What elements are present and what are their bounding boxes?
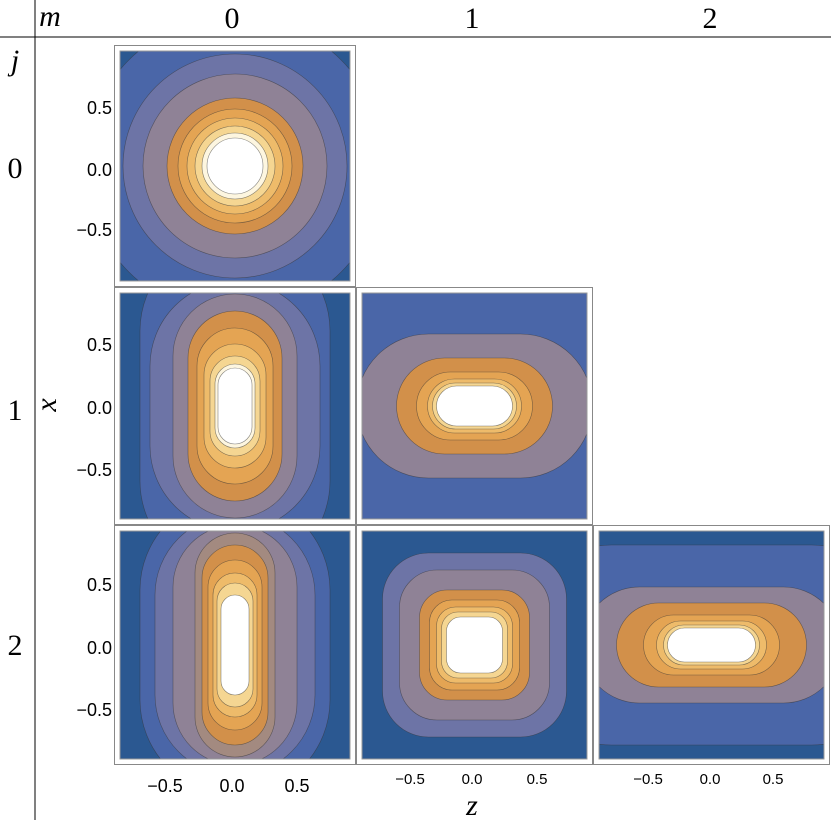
plot-border (598, 530, 825, 760)
vertical-tick-label: −0.5 (76, 460, 112, 480)
vertical-tick-label: 0.0 (87, 638, 112, 658)
vertical-tick-label: 0.5 (87, 98, 112, 118)
row-label: 0 (8, 152, 23, 185)
horizontal-tick-label: −0.5 (147, 776, 183, 796)
horizontal-tick-label: 0.0 (700, 771, 721, 788)
vertical-tick-label: 0.0 (87, 160, 112, 180)
horizontal-tick-label: 0.5 (763, 771, 784, 788)
contour-plot (362, 531, 587, 759)
plot-border (361, 292, 588, 520)
horizontal-tick-label: −0.5 (633, 771, 663, 788)
contour-plot (599, 531, 824, 759)
contour-plot (120, 293, 350, 519)
vertical-tick-label: −0.5 (76, 700, 112, 720)
contour-band (446, 616, 503, 674)
row-symbol: j (7, 44, 19, 77)
contour-band (220, 594, 250, 696)
contour-plot (362, 293, 587, 519)
horizontal-axis-label: z (465, 789, 478, 820)
contour-band (206, 137, 264, 195)
column-label: 1 (465, 2, 480, 35)
horizontal-tick-label: 0.5 (284, 776, 309, 796)
horizontal-tick-label: −0.5 (395, 771, 425, 788)
contour-plot (120, 51, 350, 281)
column-symbol: m (39, 0, 61, 33)
row-label: 2 (8, 629, 23, 662)
horizontal-tick-label: 0.0 (219, 776, 244, 796)
horizontal-tick-label: 0.0 (462, 771, 483, 788)
vertical-tick-label: 0.5 (87, 575, 112, 595)
contour-band (436, 385, 513, 427)
vertical-tick-label: 0.0 (87, 398, 112, 418)
plot-border (119, 50, 351, 282)
contour-band (217, 367, 253, 445)
contour-band (667, 627, 756, 663)
plot-border (361, 530, 588, 760)
plot-border (119, 292, 351, 520)
vertical-tick-label: 0.5 (87, 335, 112, 355)
vertical-tick-label: −0.5 (76, 220, 112, 240)
plot-border (119, 530, 351, 760)
contour-plot (120, 531, 350, 759)
row-label: 1 (8, 394, 23, 427)
column-label: 0 (225, 2, 240, 35)
column-label: 2 (703, 2, 718, 35)
horizontal-tick-label: 0.5 (527, 771, 548, 788)
vertical-axis-label: x (30, 398, 63, 413)
